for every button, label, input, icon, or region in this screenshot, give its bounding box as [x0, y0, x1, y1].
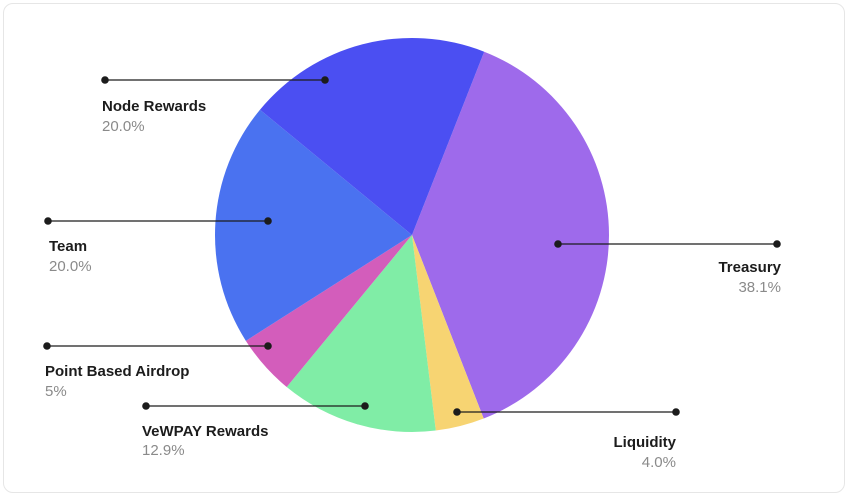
callout-dot-inner-vewpay-rewards [361, 402, 369, 410]
pie-callouts [43, 76, 781, 416]
pie-labels: Treasury 38.1% Liquidity 4.0% VeWPAY Rewards… [45, 98, 782, 471]
value-treasury: 38.1% [738, 279, 781, 296]
callout-dot-outer-vewpay-rewards [142, 402, 150, 410]
label-node-rewards: Node Rewards [102, 98, 206, 115]
slice-team [215, 109, 412, 341]
callout-dot-outer-treasury [773, 240, 781, 248]
callout-dot-inner-team [264, 217, 272, 225]
value-point-based-airdrop: 5% [45, 383, 67, 400]
slice-point-based-airdrop [245, 235, 412, 388]
label-point-based-airdrop: Point Based Airdrop [45, 363, 189, 380]
callout-dot-inner-node-rewards [321, 76, 329, 84]
value-vewpay-rewards: 12.9% [142, 442, 185, 459]
value-team: 20.0% [49, 258, 92, 275]
value-node-rewards: 20.0% [102, 118, 145, 135]
callout-dot-inner-liquidity [453, 408, 461, 416]
callout-dot-inner-treasury [554, 240, 562, 248]
slice-vewpay-rewards [286, 235, 436, 432]
pie-slices [215, 38, 609, 432]
callout-dot-outer-node-rewards [101, 76, 109, 84]
label-team: Team [49, 238, 87, 255]
slice-treasury [412, 51, 609, 419]
slice-liquidity [412, 235, 484, 431]
label-vewpay-rewards: VeWPAY Rewards [142, 423, 268, 440]
label-liquidity: Liquidity [614, 434, 677, 451]
slice-node-rewards [259, 38, 485, 236]
callout-dot-inner-point-based-airdrop [264, 342, 272, 350]
label-treasury: Treasury [718, 259, 781, 276]
callout-dot-outer-point-based-airdrop [43, 342, 51, 350]
value-liquidity: 4.0% [642, 454, 676, 471]
callout-dot-outer-liquidity [672, 408, 680, 416]
callout-dot-outer-team [44, 217, 52, 225]
